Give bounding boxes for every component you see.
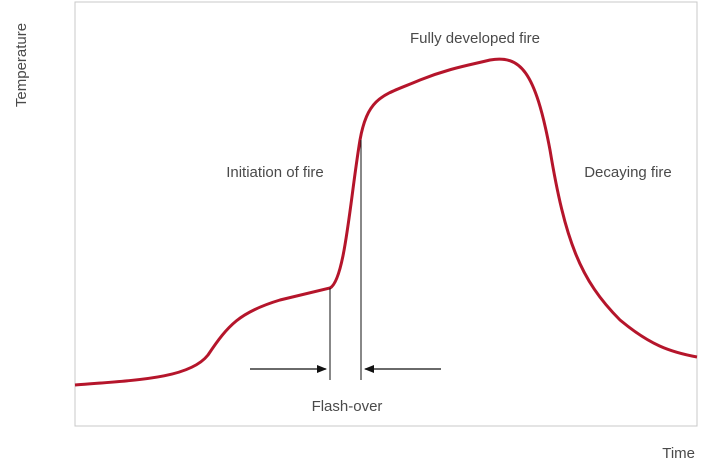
frame [74,1,698,427]
y-axis-label: Temperature [13,23,30,107]
label: Decaying fire [584,164,672,181]
label: Flash-over [312,398,383,415]
temperature-curve [74,57,698,387]
x-axis-label: Time [662,445,695,461]
label: Initiation of fire [226,164,324,181]
label: Fully developed fire [410,30,540,47]
